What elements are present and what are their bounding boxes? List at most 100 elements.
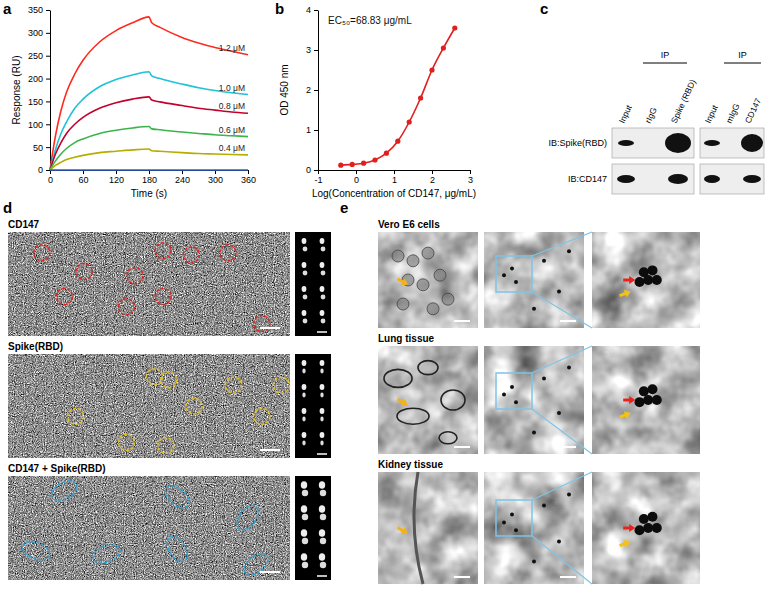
- particle-marker: [155, 243, 171, 259]
- particle-marker: [48, 477, 80, 505]
- gold-particle: [532, 430, 536, 434]
- tick-label: 0: [354, 175, 359, 185]
- class-blob: [320, 262, 325, 268]
- class-blob: [320, 310, 325, 316]
- series-line: [50, 97, 248, 170]
- y-axis-title: OD 450 nm: [279, 64, 290, 115]
- band: [617, 175, 635, 183]
- class-blob: [320, 286, 325, 292]
- band: [618, 140, 634, 146]
- class-blob: [301, 553, 307, 561]
- panel-label: a: [3, 0, 12, 17]
- lane-label: Input: [703, 103, 720, 125]
- tick: 50: [33, 143, 50, 153]
- class-blob: [301, 505, 307, 513]
- zoom-line: [532, 536, 592, 584]
- particle-marker: [20, 539, 52, 564]
- vesicle: [397, 298, 409, 310]
- class-blob: [321, 247, 326, 252]
- gold-particle: [639, 514, 649, 524]
- point: [407, 119, 412, 124]
- class-blob: [302, 490, 308, 496]
- series-line: [50, 169, 248, 171]
- gold-particle: [510, 513, 514, 517]
- scale-bar: [260, 449, 280, 451]
- class-blob: [320, 408, 325, 414]
- class-blob: [319, 529, 325, 537]
- blot: [700, 128, 764, 158]
- tick-mark: [314, 130, 318, 131]
- particle-marker: [118, 434, 134, 450]
- gold-particle: [542, 259, 546, 263]
- axis-line: [50, 11, 51, 171]
- tick: 150: [28, 97, 50, 107]
- tem-image: [484, 346, 584, 454]
- chart: b-1012301234Log(Concentration of CD147, …: [275, 0, 476, 199]
- class-blob: [302, 286, 307, 292]
- ip-header: IP: [661, 50, 670, 60]
- row-label: IB:CD147: [568, 174, 607, 184]
- gold-particle: [567, 492, 571, 496]
- tick: 0: [48, 170, 53, 185]
- membrane: [439, 432, 457, 444]
- class-blob: [320, 432, 325, 438]
- gold-particle: [557, 411, 561, 415]
- band: [741, 134, 763, 152]
- tick-mark: [46, 124, 50, 125]
- panel-c: cIB:Spike(RBD)IB:CD147IPInputrIgGSpike (…: [540, 0, 764, 194]
- gold-particle: [557, 539, 561, 543]
- row-label: IB:Spike(RBD): [548, 138, 607, 148]
- class-blob: [302, 562, 308, 568]
- particle-marker: [186, 398, 202, 414]
- annotation: EC₅₀=68.83 μg/mL: [328, 15, 412, 26]
- band: [704, 175, 720, 183]
- lane-label: Spike (RBD): [669, 78, 698, 125]
- vesicle: [417, 279, 429, 291]
- arrow: [618, 538, 632, 550]
- tick: 240: [175, 170, 190, 185]
- lane-label: CD147: [743, 96, 763, 124]
- x-axis: 060120180240300360: [48, 170, 256, 185]
- tem-image: [378, 472, 478, 584]
- tick: 0: [306, 165, 318, 175]
- row-title: CD147 + Spike(RBD): [8, 463, 106, 474]
- gold-particle: [635, 277, 645, 287]
- class-blob: [319, 481, 325, 489]
- class-averages: [295, 476, 331, 580]
- gold-particle: [643, 395, 653, 405]
- series-label: 1.2 μM: [219, 43, 245, 53]
- panel-label: c: [540, 0, 548, 17]
- tick: 180: [142, 170, 157, 185]
- tick-mark: [46, 10, 50, 11]
- gold-particle: [635, 397, 645, 407]
- point: [338, 163, 343, 168]
- arrow: [618, 409, 632, 421]
- arrow: [396, 275, 410, 288]
- point: [452, 25, 457, 30]
- band: [743, 175, 761, 183]
- tick-label: 0: [38, 165, 43, 175]
- particle-marker: [274, 377, 290, 393]
- tick: 120: [109, 170, 124, 185]
- class-blob: [302, 360, 307, 366]
- gold-particle: [652, 275, 662, 285]
- tick-label: 50: [33, 143, 43, 153]
- x-axis: -10123: [314, 170, 473, 185]
- class-blob: [319, 505, 325, 513]
- lane-label: Input: [617, 103, 634, 125]
- class-blob: [302, 238, 307, 244]
- class-blob: [302, 514, 308, 520]
- tick-label: 360: [241, 175, 256, 185]
- zoom-line: [532, 346, 592, 373]
- y-axis: 01234: [306, 5, 319, 175]
- gold-particle: [502, 393, 506, 397]
- vesicle: [434, 269, 446, 281]
- class-blob: [320, 490, 326, 496]
- scale-bar: [317, 331, 327, 333]
- particle-marker: [183, 247, 199, 263]
- panel-label: b: [275, 0, 284, 17]
- zoom-box: [496, 373, 532, 409]
- class-blob: [302, 538, 308, 544]
- series-label: 0.4 μM: [219, 143, 245, 153]
- tick: 2: [430, 170, 435, 185]
